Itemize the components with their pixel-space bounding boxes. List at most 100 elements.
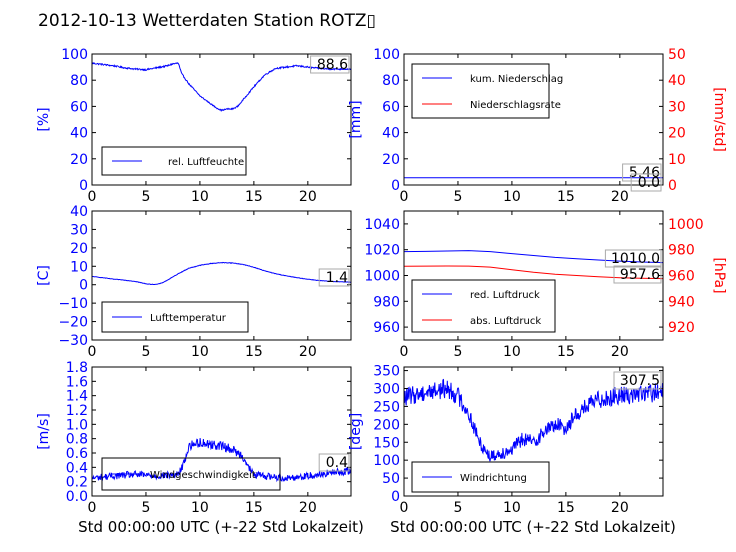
y-tick-label: 0 bbox=[391, 489, 400, 505]
y-tick-label: 20 bbox=[70, 152, 88, 168]
y-axis-label: [%] bbox=[36, 107, 52, 131]
legend: Windrichtung bbox=[411, 461, 550, 493]
y-tick-label: 200 bbox=[373, 417, 400, 433]
y-right-tick-label: 920 bbox=[668, 320, 695, 336]
x-tick-label: 15 bbox=[557, 189, 575, 205]
y-tick-label: 0 bbox=[79, 178, 88, 194]
value-box bbox=[613, 371, 662, 390]
legend: red. Luftdruck abs. Luftdruck bbox=[411, 279, 556, 333]
x-tick-label: 10 bbox=[503, 500, 521, 516]
y-tick-label: 300 bbox=[373, 382, 400, 398]
plot-frame bbox=[403, 366, 664, 497]
y-tick-label: 100 bbox=[373, 453, 400, 469]
y-tick-label: 1.4 bbox=[66, 389, 88, 405]
y-tick-label: 30 bbox=[70, 222, 88, 238]
x-tick-label: 20 bbox=[611, 189, 629, 205]
y-tick-label: 0.4 bbox=[66, 460, 88, 476]
x-tick-label: 20 bbox=[299, 344, 317, 360]
y-tick-label: −10 bbox=[58, 296, 88, 312]
y-tick-label: 1020 bbox=[364, 243, 400, 259]
legend-box bbox=[411, 279, 556, 333]
x-tick-label: 20 bbox=[299, 189, 317, 205]
x-tick-label: 0 bbox=[400, 189, 409, 205]
y-tick-label: 1.2 bbox=[66, 403, 88, 419]
value-box bbox=[622, 163, 662, 182]
x-tick-label: 15 bbox=[557, 344, 575, 360]
y-tick-label: 0.6 bbox=[66, 446, 88, 462]
y-right-axis-label: [mm/std] bbox=[711, 87, 727, 152]
y-right-tick-label: 30 bbox=[668, 99, 686, 115]
value-box bbox=[630, 173, 662, 192]
y-tick-label: 10 bbox=[70, 259, 88, 275]
chart-panel-1: 0 5 10 15 20 0 20 40 60 80 100 [%] 88.6 rel. Luftfeuc… bbox=[36, 47, 352, 205]
x-tick-label: 0 bbox=[88, 500, 97, 516]
y-tick-label: 1.6 bbox=[66, 374, 88, 390]
x-tick-label: 0 bbox=[400, 344, 409, 360]
y-axis-label: [mm] bbox=[348, 100, 364, 138]
chart-panel-6: 0 5 10 15 20050100150200250300350[deg]307.5W… bbox=[348, 364, 664, 516]
y-tick-label: 1000 bbox=[364, 269, 400, 285]
plot-frame bbox=[91, 210, 352, 341]
series-line-1 bbox=[92, 438, 351, 483]
x-axis-label-left: Std 00:00:00 UTC (+-22 Std Lokalzeit) bbox=[78, 518, 364, 536]
chart-panel-4: 0 5 10 15 20 960 980 1000 1020 1040 920 940 960 980 10… bbox=[364, 210, 727, 360]
x-tick-label: 15 bbox=[245, 344, 263, 360]
current-value-label: 5.46 bbox=[629, 165, 660, 181]
series-line-1 bbox=[404, 378, 663, 462]
x-tick-label: 15 bbox=[245, 189, 263, 205]
legend: Lufttemperatur bbox=[101, 301, 249, 333]
chart-panel-5: 0 5 10 15 200.00.20.40.60.81.01.21.41.61.8[m… bbox=[36, 360, 352, 516]
current-value-label: 1.4 bbox=[326, 270, 348, 286]
y-tick-label: 40 bbox=[70, 204, 88, 220]
x-tick-label: 5 bbox=[141, 344, 150, 360]
legend-label: Windgeschwindigkeit bbox=[150, 470, 256, 481]
legend-box bbox=[411, 63, 550, 119]
legend-label: red. Luftdruck bbox=[470, 290, 540, 301]
y-tick-label: 350 bbox=[373, 364, 400, 380]
series-line-1 bbox=[404, 250, 663, 264]
y-right-tick-label: 1000 bbox=[668, 217, 704, 233]
x-tick-label: 0 bbox=[88, 344, 97, 360]
legend-label: Niederschlagsrate bbox=[470, 100, 561, 111]
y-tick-label: 40 bbox=[70, 126, 88, 142]
legend-label: abs. Luftdruck bbox=[470, 316, 541, 327]
series-line-2 bbox=[404, 265, 663, 280]
chart-panel-2: 0 5 10 15 20 0 20 40 60 80 100 0 10 20 30 40 50 [mm] [mm/s… bbox=[348, 47, 727, 205]
current-value-label: 957.6 bbox=[620, 267, 660, 283]
y-tick-label: 1.0 bbox=[66, 417, 88, 433]
x-tick-label: 15 bbox=[245, 500, 263, 516]
value-box bbox=[318, 268, 350, 287]
y-tick-label: 980 bbox=[373, 294, 400, 310]
x-tick-label: 0 bbox=[400, 500, 409, 516]
y-right-tick-label: 980 bbox=[668, 243, 695, 259]
value-box bbox=[613, 265, 662, 284]
y-tick-label: 250 bbox=[373, 399, 400, 415]
x-tick-label: 10 bbox=[503, 189, 521, 205]
legend-label: kum. Niederschlag bbox=[470, 74, 563, 85]
legend-label: Windrichtung bbox=[460, 473, 527, 484]
y-right-tick-label: 40 bbox=[668, 73, 686, 89]
y-axis-label: [deg] bbox=[348, 413, 364, 450]
y-tick-label: 100 bbox=[61, 47, 88, 63]
legend-label: rel. Luftfeuchte bbox=[168, 157, 244, 168]
value-box bbox=[604, 249, 662, 268]
y-tick-label: 150 bbox=[373, 435, 400, 451]
legend: rel. Luftfeuchte bbox=[101, 146, 247, 176]
series-line-1 bbox=[92, 261, 351, 286]
x-tick-label: 5 bbox=[453, 189, 462, 205]
x-tick-label: 5 bbox=[141, 500, 150, 516]
y-tick-label: 80 bbox=[70, 73, 88, 89]
y-tick-label: 0 bbox=[391, 178, 400, 194]
y-right-tick-label: 50 bbox=[668, 47, 686, 63]
y-tick-label: 40 bbox=[382, 126, 400, 142]
y-tick-label: 960 bbox=[373, 320, 400, 336]
y-axis-label: [C] bbox=[36, 265, 52, 286]
x-axis-label-right: Std 00:00:00 UTC (+-22 Std Lokalzeit) bbox=[390, 518, 676, 536]
y-tick-label: 1040 bbox=[364, 217, 400, 233]
y-tick-label: −20 bbox=[58, 315, 88, 331]
legend-box bbox=[101, 457, 281, 491]
legend: kum. Niederschlag Niederschlagsrate bbox=[411, 63, 563, 119]
y-right-tick-label: 20 bbox=[668, 126, 686, 142]
y-tick-label: −30 bbox=[58, 333, 88, 349]
